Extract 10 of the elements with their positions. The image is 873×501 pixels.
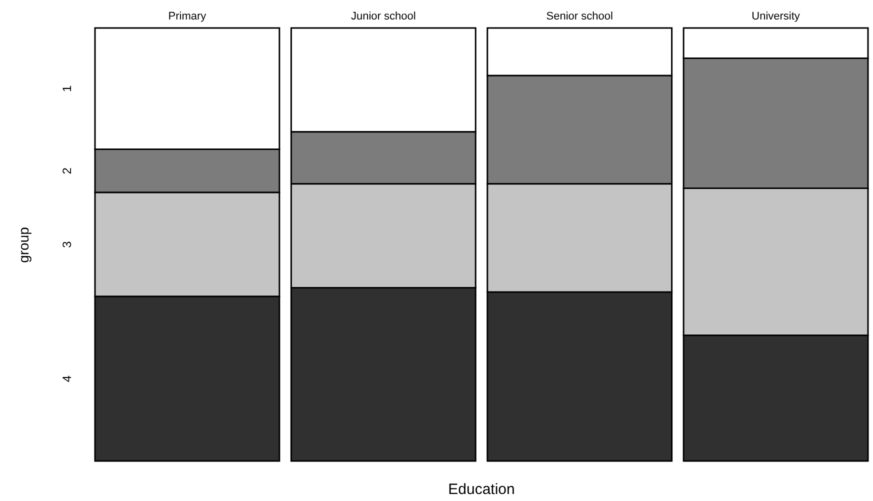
x-tick-label: Junior school bbox=[350, 10, 416, 22]
text: 3 bbox=[60, 240, 74, 248]
x-tick-label: Primary bbox=[168, 10, 207, 22]
text: 2 bbox=[60, 167, 74, 174]
x-tick-label: University bbox=[752, 10, 800, 22]
x-tick-label: Senior school bbox=[546, 10, 613, 22]
text: 4 bbox=[60, 375, 74, 382]
x-axis-title: Education bbox=[448, 480, 515, 498]
y-axis-title: group bbox=[16, 226, 32, 263]
text: 1 bbox=[60, 84, 74, 92]
